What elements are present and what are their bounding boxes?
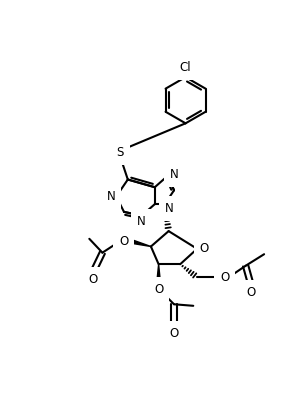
Polygon shape <box>157 264 160 283</box>
Text: O: O <box>169 327 179 340</box>
Text: N: N <box>107 190 115 203</box>
Text: S: S <box>116 146 124 159</box>
Text: N: N <box>165 202 174 215</box>
Text: N: N <box>170 168 178 181</box>
Text: O: O <box>199 242 209 255</box>
Text: N: N <box>137 215 146 228</box>
Text: O: O <box>154 283 163 296</box>
Polygon shape <box>130 239 151 247</box>
Text: O: O <box>119 234 129 247</box>
Text: O: O <box>220 271 229 284</box>
Text: O: O <box>246 286 256 299</box>
Text: O: O <box>88 273 98 286</box>
Text: Cl: Cl <box>180 61 191 74</box>
